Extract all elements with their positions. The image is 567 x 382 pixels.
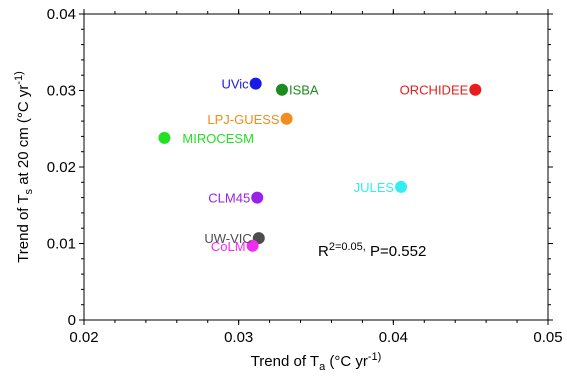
point-jules bbox=[395, 180, 408, 193]
x-axis-label: Trend of Ta (°C yr-1) bbox=[251, 351, 382, 373]
point-label-uw-vic: UW-VIC bbox=[204, 231, 251, 246]
axis-ticks bbox=[79, 9, 553, 325]
point-colm bbox=[246, 239, 259, 252]
plot-frame bbox=[83, 13, 549, 321]
y-tick-label: 0 bbox=[68, 312, 76, 329]
tick-labels: 0.02 0.03 0.04 0.05 0 0.01 0.02 0.03 0.04 bbox=[47, 6, 563, 346]
x-tick-label: 0.04 bbox=[379, 329, 408, 346]
y-tick-label: 0.04 bbox=[47, 6, 76, 23]
x-tick-label: 0.02 bbox=[69, 329, 98, 346]
point-label-clm45: CLM45 bbox=[208, 191, 250, 206]
point-label-colm: CoLM bbox=[211, 239, 246, 254]
point-clm45 bbox=[251, 191, 264, 204]
point-uvic bbox=[249, 77, 262, 90]
x-tick-label: 0.05 bbox=[533, 329, 562, 346]
data-points bbox=[158, 77, 482, 252]
y-tick-label: 0.02 bbox=[47, 159, 76, 176]
point-label-jules: JULES bbox=[354, 180, 395, 195]
point-label-mirocesm: MIROCESM bbox=[182, 131, 254, 146]
point-isba bbox=[275, 83, 288, 96]
point-orchidee bbox=[469, 83, 482, 96]
y-tick-label: 0.03 bbox=[47, 83, 76, 100]
y-tick-label: 0.01 bbox=[47, 236, 76, 253]
y-axis-label: Trend of Ts at 20 cm (°C yr-1) bbox=[13, 71, 35, 263]
point-label-orchidee: ORCHIDEE bbox=[400, 83, 469, 98]
point-label-lpj-guess: LPJ-GUESS bbox=[207, 112, 280, 127]
point-mirocesm bbox=[158, 131, 171, 144]
point-labels: UVic ISBA ORCHIDEE LPJ-GUESS MIROCESM JULES CL… bbox=[182, 77, 468, 254]
point-label-uvic: UVic bbox=[221, 77, 249, 92]
point-lpj-guess bbox=[280, 112, 293, 125]
regression-annotation: R2=0.05, P=0.552 bbox=[318, 241, 426, 260]
point-label-isba: ISBA bbox=[289, 83, 319, 98]
x-tick-label: 0.03 bbox=[224, 329, 253, 346]
